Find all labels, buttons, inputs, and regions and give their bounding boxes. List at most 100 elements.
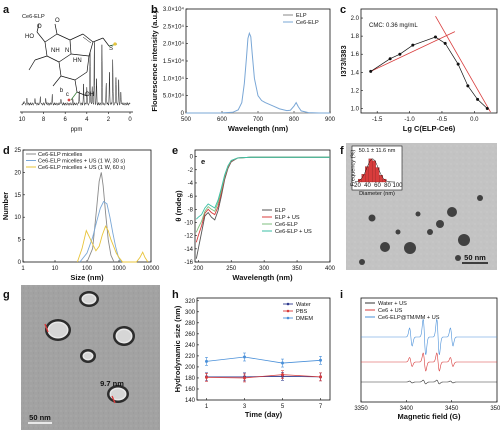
tem-nanoparticle [404,242,416,254]
cd-y-tick-label: -10 [184,220,193,226]
fluor-legend-label-ce6elp: Ce6-ELP [296,20,319,26]
histogram-bar [375,167,380,183]
nmr-title: Ce6-ELP [22,14,45,20]
cd-series-line-3 [195,156,330,233]
histogram-x-tick-label: 40 [364,183,371,189]
molecule-atom-label: HO [25,34,34,40]
histogram-bar [365,166,369,183]
molecule-bond [54,23,58,35]
histogram-x-tick-label: 100 [392,183,403,189]
stability-series-line-3 [206,356,321,364]
molecule-bond [28,59,36,71]
dls-legend-label-2: Ce6-ELP micelles + US (1 W, 30 s) [38,159,125,165]
stability-data-point [243,376,246,380]
histogram-x-tick-label: 60 [374,183,381,189]
dls-y-label: Number [1,192,10,220]
cmc-value-annotation: CMC: 0.36 mg/mL [369,23,418,29]
cmc-x-label: Lg C(ELP-Ce6) [403,124,456,133]
nmr-x-tick-label: 4 [85,117,89,123]
fluor-x-tick-label: 500 [181,117,192,123]
ester-atom-marker [67,98,71,102]
dls-series-line-2 [79,200,122,263]
esr-x-tick-label: 3400 [400,406,414,412]
cd-y-tick-label: -14 [184,247,193,253]
dls-legend-label-3: Ce6-ELP micelles + US (1 W, 60 s) [38,165,125,171]
sulfur-atom-marker [113,42,117,46]
cmc-data-point [485,106,489,110]
histogram-inset-title: 50.1 ± 11.6 nm [359,148,396,154]
molecule-bond [34,55,48,61]
molecule-bond [36,23,40,33]
panel-letter-e: e [172,145,178,157]
molecule-bond [82,36,92,44]
nmr-x-label: ppm [71,127,83,133]
tem-micelle-inner [84,353,92,359]
cd-x-tick-label: 250 [226,266,237,272]
cmc-y-tick-label: 1.8 [351,34,360,40]
stability-x-tick-label: 5 [281,404,285,410]
cmc-x-tick-label: 0.0 [470,117,479,123]
cmc-y-tick-label: 1.6 [351,52,360,58]
cmc-data-point [398,52,402,56]
cmc-data-point [443,41,447,45]
cmc-x-tick-label: -1.5 [372,117,383,123]
molecule-bond [76,91,88,97]
cd-x-tick-label: 300 [259,266,270,272]
dls-y-tick-label: 5 [18,238,22,244]
molecule-bond [70,53,90,57]
esr-x-label: Magnetic field (G) [398,412,461,421]
dls-x-tick-label: 1 [21,266,25,272]
stability-x-tick-label: 7 [319,404,323,410]
molecule-bond [69,39,72,55]
histogram-x-tick-label: 80 [384,183,391,189]
fluor-series-ce6elp-line [186,31,330,114]
molecule-bond [74,71,88,81]
dls-x-label: Size (nm) [70,273,104,282]
panel-letter-d: d [3,145,10,157]
tem-micelle-inner [111,389,125,399]
cd-x-tick-label: 350 [292,266,303,272]
cd-x-label: Wavelength (nm) [232,273,293,282]
molecule-atom-label: O [55,18,60,24]
tem-nanoparticle [380,242,390,252]
stability-series-line-2 [206,374,321,379]
tem-nanoparticle [477,195,483,201]
cd-y-tick-label: -8 [188,207,194,213]
molecule-bond [60,75,76,81]
stability-data-point [281,361,284,365]
cd-y-tick-label: 0 [190,155,194,161]
cmc-data-point [466,84,470,88]
tem-scale-bar-label: 50 nm [464,253,486,262]
esr-spectrum-line-2 [361,352,497,372]
tem-nanoparticle [427,229,433,235]
panel-letter-i: i [340,289,343,301]
panel-letter-f: f [340,145,344,157]
molecule-bond [56,33,71,41]
cd-y-label: θ (mdeg) [174,190,183,222]
molecule-atom-label: NH [51,48,60,54]
stability-y-tick-label: 240 [185,343,196,349]
dls-y-tick-label: 0 [18,260,22,266]
esr-legend-label-2: Ce6 + US [378,308,403,314]
fluor-y-tick-label: 0 [181,111,185,117]
molecule-bond [36,31,46,43]
esr-x-tick-label: 3500 [490,406,500,412]
dls-y-tick-label: 25 [14,148,21,154]
molecule-bond [46,55,60,63]
cmc-data-point [369,69,373,73]
nmr-x-tick-label: 10 [19,117,26,123]
fluor-y-label: Flourescence intensity (a.u.) [150,10,159,112]
cd-plot-frame [194,149,331,263]
stability-y-tick-label: 320 [185,299,196,305]
esr-x-tick-label: 3450 [445,406,459,412]
stability-data-point [319,358,322,362]
molecule-bond [102,37,110,47]
nmr-x-tick-label: 8 [42,117,46,123]
cd-y-tick-label: -16 [184,260,193,266]
stability-legend-marker-3 [286,316,290,320]
tem-nanoparticle [415,211,421,217]
nmr-x-tick-label: 0 [128,117,132,123]
stability-y-tick-label: 260 [185,332,196,338]
cd-x-tick-label: 200 [193,266,204,272]
stability-data-point [281,373,284,377]
